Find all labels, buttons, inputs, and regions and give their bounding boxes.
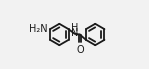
Text: H: H	[71, 23, 78, 33]
Text: N: N	[71, 28, 78, 38]
Text: O: O	[76, 45, 84, 55]
Text: H₂N: H₂N	[29, 24, 48, 34]
